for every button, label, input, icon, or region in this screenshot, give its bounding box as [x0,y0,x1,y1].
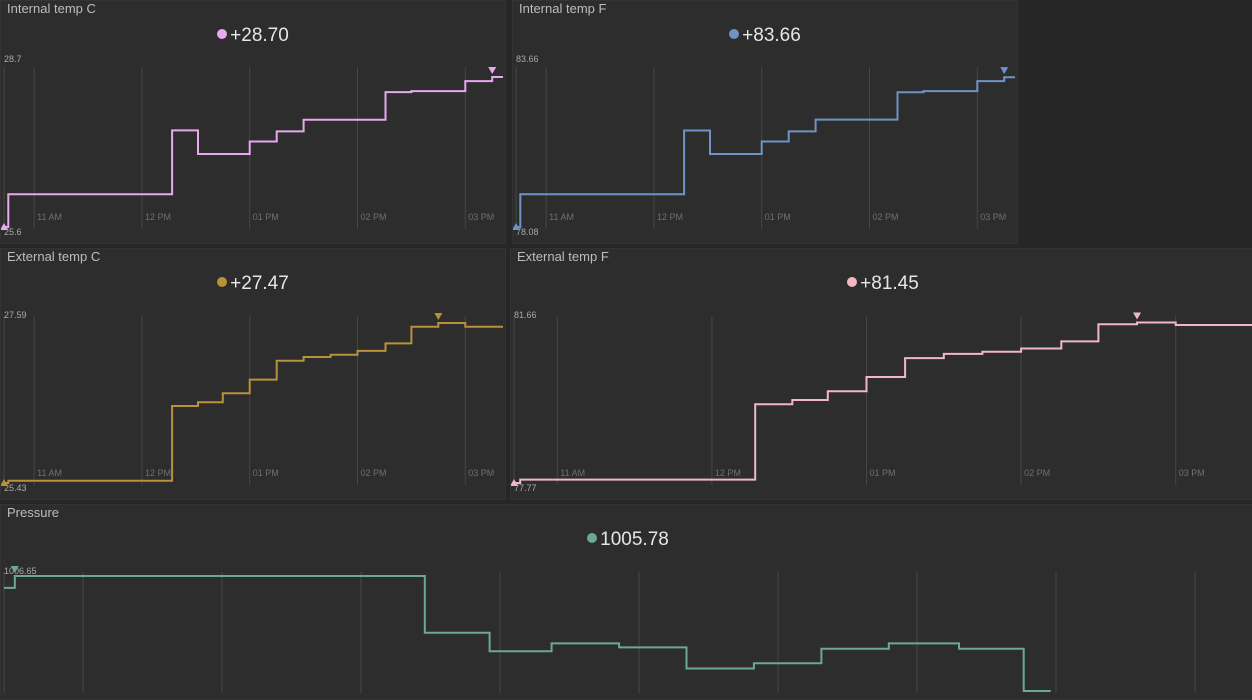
x-tick-label: 01 PM [253,468,279,478]
min-marker [511,479,518,486]
panel-title: Pressure [7,505,60,520]
series-color-dot [729,29,740,39]
y-min-label: 78.08 [516,227,539,237]
x-tick-label: 12 PM [715,468,741,478]
x-tick-label: 01 PM [765,212,791,222]
max-marker [1000,67,1009,75]
series-line [4,575,1051,692]
min-marker [1,223,8,230]
chart-svg: 11 AM 12 PM 01 PM 02 PM 03 PM 28.7 25.6 [1,54,503,237]
max-marker [488,67,497,75]
y-max-label: 1006.65 [4,566,37,576]
current-value: +28.70 [1,25,505,47]
current-value: +27.47 [1,273,505,295]
current-value-text: 1005.78 [600,529,669,550]
current-value: +81.45 [511,273,1252,295]
x-tick-label: 11 AM [37,212,62,222]
panel-title: Internal temp F [519,1,607,16]
chart-svg: 11 AM 12 PM 01 PM 02 PM 03 PM 27.59 25.43 [1,310,503,493]
x-tick-label: 11 AM [37,468,62,478]
max-marker [434,313,443,321]
y-max-label: 27.59 [4,310,27,320]
y-min-label: 77.77 [514,483,537,493]
x-tick-label: 02 PM [361,212,387,222]
x-tick-label: 02 PM [873,212,899,222]
panel-external-temp-c: External temp C +27.47 11 AM 12 PM 01 PM 02 P… [0,248,506,500]
current-value-text: +81.45 [860,273,919,294]
x-tick-label: 12 PM [145,212,171,222]
y-min-label: 25.6 [4,227,22,237]
series-line [514,321,1252,484]
panel-external-temp-f: External temp F +81.45 11 AM 12 PM 01 PM 02 P… [510,248,1252,500]
panel-internal-temp-c: Internal temp C +28.70 11 AM 12 PM 01 PM 02 P… [0,0,506,244]
x-tick-label: 03 PM [468,212,494,222]
x-tick-label: 01 PM [869,468,895,478]
x-tick-label: 03 PM [468,468,494,478]
panel-title: External temp F [517,249,609,264]
min-marker [513,223,520,230]
x-tick-label: 02 PM [361,468,387,478]
chart-svg: 1006.65 [3,566,1196,693]
x-tick-label: 11 AM [560,468,585,478]
x-tick-label: 11 AM [549,212,574,222]
panel-internal-temp-f: Internal temp F +83.66 11 AM 12 PM 01 PM 02 P… [512,0,1018,244]
current-value-text: +28.70 [230,25,289,46]
series-color-dot [217,277,228,287]
x-tick-label: 02 PM [1024,468,1050,478]
chart-svg: 11 AM 12 PM 01 PM 02 PM 03 PM 83.66 78.08 [513,54,1015,237]
y-max-label: 83.66 [516,54,539,64]
y-max-label: 28.7 [4,54,22,64]
y-max-label: 81.66 [514,310,537,320]
x-tick-label: 12 PM [657,212,683,222]
panel-title: External temp C [7,249,101,264]
series-line [516,76,1015,228]
chart-svg: 11 AM 12 PM 01 PM 02 PM 03 PM 81.66 77.77 [511,310,1252,493]
min-marker [1,479,8,486]
current-value-text: +83.66 [742,25,801,46]
current-value: 1005.78 [1,529,1252,551]
current-value: +83.66 [513,25,1017,47]
x-tick-label: 03 PM [1179,468,1205,478]
series-color-dot [847,277,858,287]
series-color-dot [217,29,228,39]
y-min-label: 25.43 [4,483,27,493]
max-marker [1133,312,1142,320]
x-tick-label: 01 PM [253,212,279,222]
current-value-text: +27.47 [230,273,289,294]
x-tick-label: 03 PM [980,212,1006,222]
panel-title: Internal temp C [7,1,96,16]
series-line [4,76,503,228]
max-marker [10,566,19,573]
panel-pressure: Pressure 1005.78 1006.65 [0,504,1252,700]
series-line [4,322,503,484]
x-tick-label: 12 PM [145,468,171,478]
series-color-dot [587,533,598,543]
